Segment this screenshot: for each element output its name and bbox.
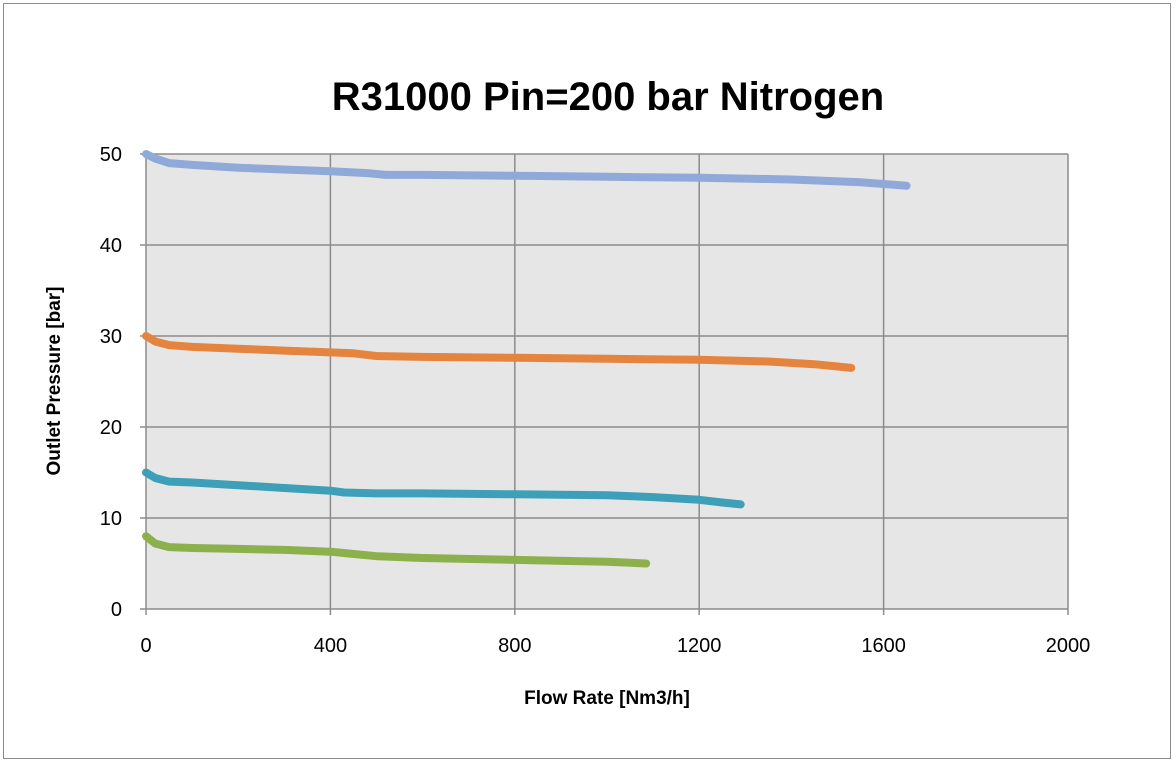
y-tick-label: 50 <box>100 144 122 166</box>
x-axis-label: Flow Rate [Nm3/h] <box>524 688 690 709</box>
series-line-1 <box>142 150 911 190</box>
x-tick-label: 1200 <box>677 635 722 657</box>
y-tick-label: 30 <box>100 326 122 348</box>
y-tick-label: 40 <box>100 235 122 257</box>
chart-title: R31000 Pin=200 bar Nitrogen <box>332 75 884 119</box>
grid-lines <box>146 153 1069 609</box>
y-tick-label: 20 <box>100 417 122 439</box>
tick-labels: 0 10 20 30 40 50 0 400 800 1200 1600 2000 <box>100 144 1091 657</box>
series-group <box>142 150 911 568</box>
series-line-3 <box>142 468 745 509</box>
plot-area <box>146 154 1068 609</box>
y-axis-label: Outlet Pressure [bar] <box>44 287 65 476</box>
series-line-4 <box>142 532 651 568</box>
x-tick-label: 800 <box>498 635 531 657</box>
series-line-2 <box>142 332 856 372</box>
x-tick-label: 2000 <box>1046 635 1091 657</box>
y-tick-label: 0 <box>111 599 122 621</box>
x-tick-label: 400 <box>314 635 347 657</box>
x-tick-label: 1600 <box>861 635 906 657</box>
y-tick-label: 10 <box>100 508 122 530</box>
x-tick-label: 0 <box>140 635 151 657</box>
